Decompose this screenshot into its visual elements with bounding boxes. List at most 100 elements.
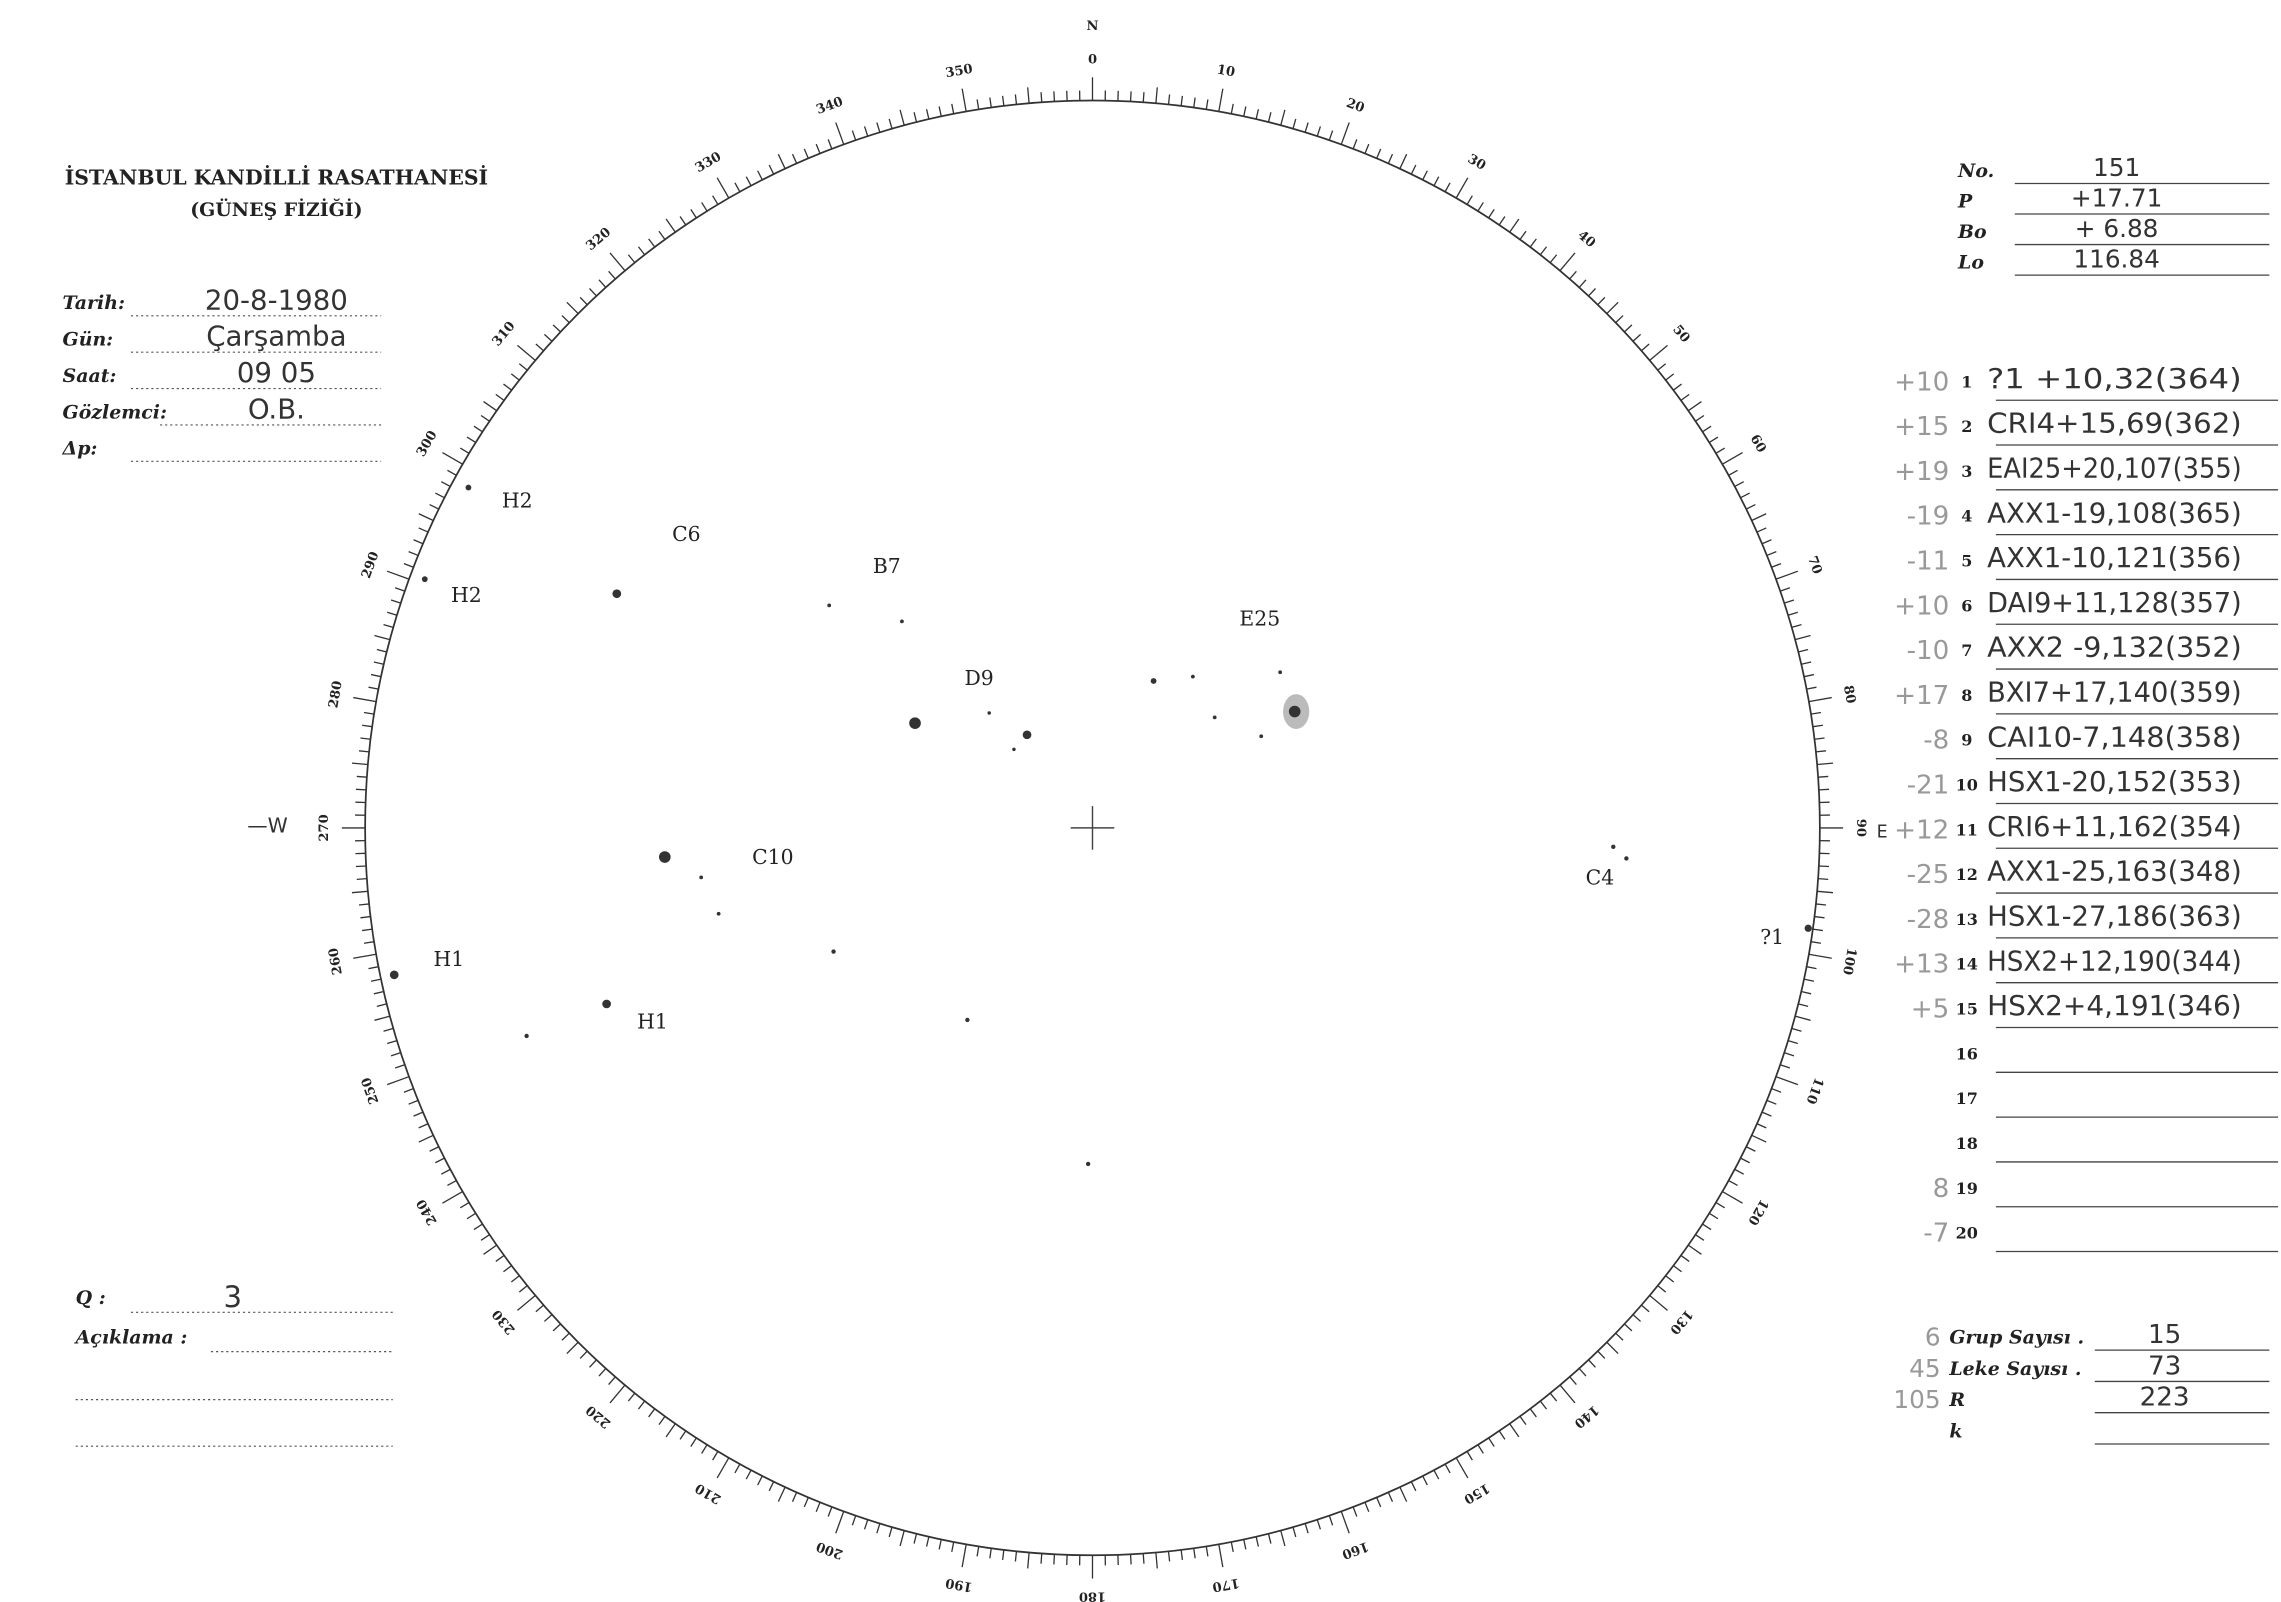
- dial-tick: [1803, 978, 1815, 982]
- group-entry: HSX1-27,186(363): [1987, 900, 2242, 933]
- dial-tick: [1218, 1544, 1224, 1568]
- dial-label: 10: [1216, 63, 1237, 81]
- dial-tick: [701, 1444, 708, 1454]
- dial-tick: [362, 724, 373, 728]
- dial-tick: [1316, 126, 1322, 137]
- dial-tick: [1597, 1350, 1606, 1359]
- dial-tick: [1672, 1265, 1682, 1273]
- dial-tick: [1455, 1457, 1469, 1479]
- group-note: -7: [1923, 1219, 1949, 1249]
- dial-tick: [1364, 1502, 1370, 1512]
- dial-tick: [925, 109, 930, 120]
- dial-tick: [351, 762, 368, 766]
- dial-tick: [1775, 570, 1799, 580]
- dial-tick: [1722, 1191, 1743, 1204]
- dial-tick: [413, 539, 424, 545]
- dial-tick: [1687, 401, 1702, 412]
- dial-tick: [1734, 1168, 1745, 1175]
- dial-tick: [1780, 587, 1791, 592]
- dial-tick: [480, 414, 490, 422]
- dial-tick: [459, 447, 470, 454]
- group-number: 8: [1961, 686, 1972, 705]
- summary-note: 6: [1925, 1323, 1941, 1352]
- dial-tick: [435, 492, 445, 499]
- dial-label: 180: [1079, 1589, 1106, 1602]
- dial-tick: [373, 661, 384, 665]
- dial-tick: [1657, 363, 1667, 371]
- dial-tick: [1787, 611, 1799, 616]
- dial-tick: [358, 903, 370, 906]
- dial-label: 270: [317, 814, 332, 841]
- dial-tick: [1549, 254, 1558, 264]
- dial-tick: [1578, 279, 1587, 288]
- summary-label: Grup Sayısı .: [1949, 1327, 2084, 1349]
- subtitle: (GÜNEŞ FİZİĞİ): [190, 198, 362, 221]
- dial-tick: [466, 436, 477, 444]
- dial-tick: [627, 1392, 636, 1402]
- dial-tick: [1410, 1481, 1417, 1492]
- dial-tick: [1817, 890, 1834, 894]
- dial-label: 0: [1088, 52, 1097, 67]
- dial-label: 90: [1853, 819, 1868, 837]
- dial-tick: [483, 1244, 498, 1255]
- dial-tick: [510, 373, 520, 381]
- summary-value: 73: [2148, 1351, 2181, 1381]
- dial-tick: [701, 202, 708, 212]
- group-note: +5: [1911, 995, 1950, 1025]
- dial-tick: [408, 1099, 419, 1105]
- group-note: +10: [1894, 367, 1949, 397]
- summary-value: 15: [2148, 1320, 2181, 1350]
- group-note: -10: [1907, 636, 1950, 666]
- group-note: +15: [1894, 412, 1949, 442]
- group-entry: HSX2+4,191(346): [1987, 989, 2242, 1022]
- dial-tick: [1771, 562, 1782, 568]
- dial-tick: [1387, 153, 1394, 164]
- group-entry: AXX2 -9,132(352): [1987, 631, 2242, 664]
- dial-tick: [356, 877, 367, 881]
- dial-tick: [1751, 1134, 1767, 1143]
- param-value: 116.84: [2073, 245, 2160, 274]
- dial-tick: [1818, 877, 1829, 881]
- dial-tick: [1761, 1111, 1772, 1117]
- group-note: -11: [1907, 546, 1950, 576]
- param-label: No.: [1957, 160, 1994, 182]
- dial-tick: [1529, 1408, 1537, 1418]
- dial-tick: [363, 941, 375, 944]
- group-entry: EAI25+20,107(355): [1987, 451, 2242, 484]
- summary: 6 Grup Sayısı . 15 45 Leke Sayısı . 73 105 R 223…: [1893, 1320, 2270, 1445]
- group-number: 13: [1956, 910, 1978, 929]
- dial-tick: [495, 393, 505, 401]
- param-value: +17.71: [2071, 183, 2162, 212]
- quality-label: Q :: [76, 1287, 106, 1309]
- dial-tick: [390, 1052, 401, 1057]
- dial-tick: [355, 788, 367, 791]
- dial-tick: [1027, 1552, 1030, 1569]
- dial-tick: [1364, 143, 1370, 154]
- dial-tick: [386, 611, 398, 616]
- group-entry: HSX2+12,190(344): [1987, 944, 2242, 977]
- dial-tick: [1740, 1157, 1750, 1164]
- dial-tick: [418, 1123, 429, 1129]
- dial-tick: [1728, 469, 1738, 476]
- dial-tick: [876, 122, 881, 133]
- dial-tick: [665, 1423, 676, 1438]
- group-entry: CRI6+11,162(354): [1987, 810, 2242, 843]
- dial-tick: [712, 195, 719, 205]
- dial-tick: [1615, 315, 1624, 324]
- dial-tick: [1193, 97, 1196, 108]
- dial-tick: [543, 333, 553, 342]
- dial-tick: [566, 301, 579, 315]
- dial-tick: [374, 1015, 391, 1021]
- dial-tick: [1784, 1052, 1795, 1057]
- dial-tick: [951, 103, 955, 115]
- dial-tick: [418, 527, 429, 533]
- dial-tick: [712, 1451, 719, 1461]
- sketch-label: C4: [1586, 865, 1615, 889]
- dial-tick: [351, 890, 368, 894]
- dial-tick: [1155, 87, 1158, 104]
- dial-tick: [951, 1541, 955, 1553]
- sketch-label: ?1: [1760, 925, 1784, 949]
- group-entry: BXI7+17,140(359): [1987, 675, 2242, 708]
- dial-tick: [1818, 788, 1830, 791]
- dial-tick: [827, 139, 833, 150]
